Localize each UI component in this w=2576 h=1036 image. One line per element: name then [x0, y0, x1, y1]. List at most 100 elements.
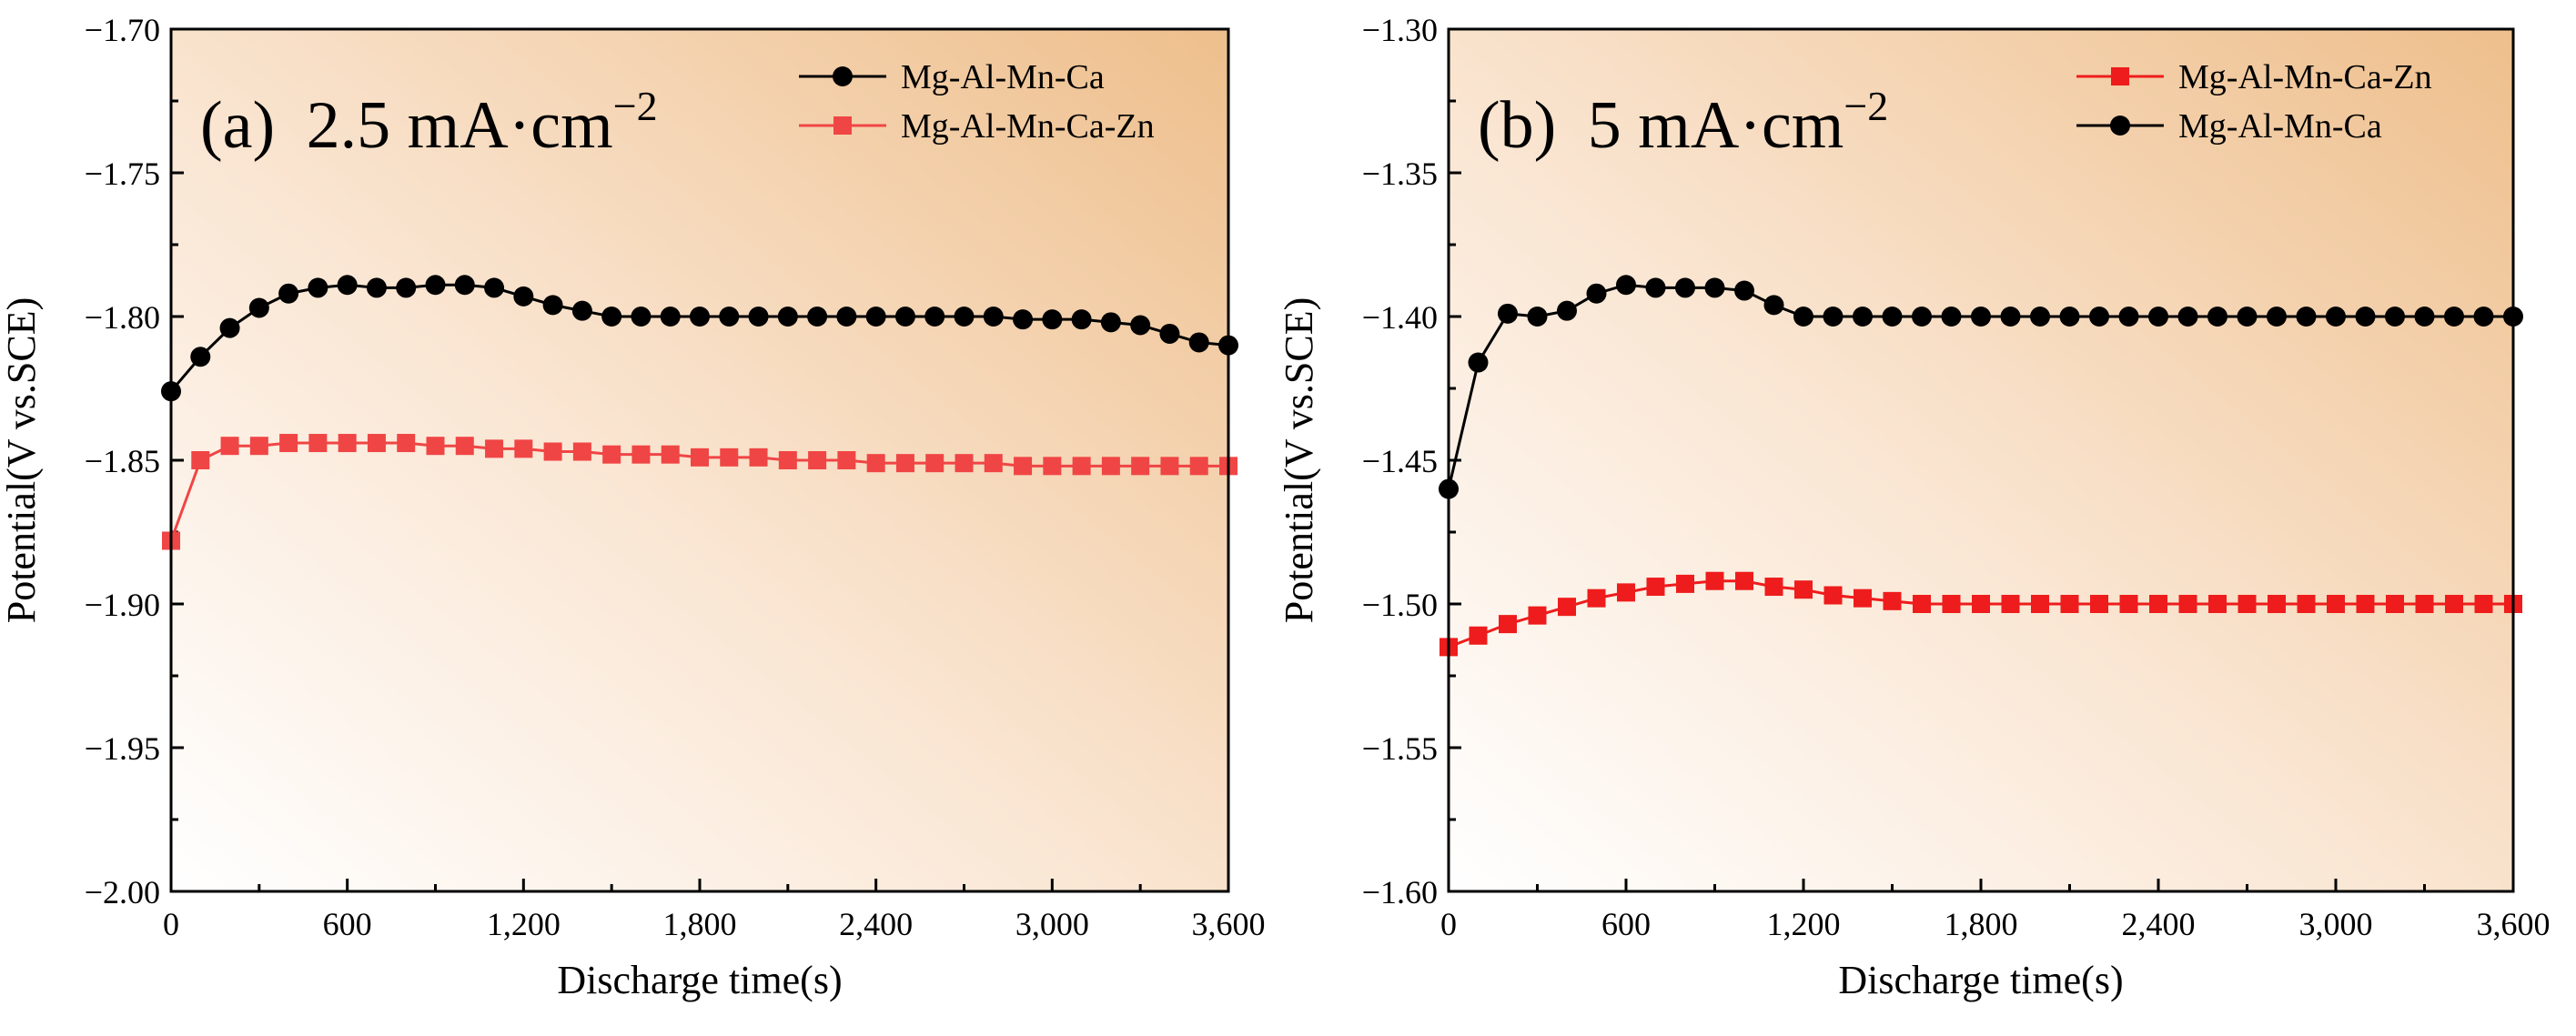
- data-point: [1130, 315, 1151, 336]
- panel-title: (a) 2.5 mA·cm−2: [200, 83, 658, 163]
- plot-frame: [169, 27, 1230, 893]
- data-point: [1645, 277, 1666, 298]
- data-point: [2090, 595, 2108, 613]
- data-point: [2296, 307, 2317, 327]
- series-mg-al-mn-ca-zn: [162, 434, 1237, 550]
- data-point: [1675, 277, 1695, 298]
- data-point: [571, 300, 592, 321]
- x-tick-label: 3,000: [2299, 906, 2373, 942]
- data-point: [2356, 595, 2375, 613]
- data-point: [1586, 283, 1607, 304]
- data-point: [1499, 615, 1517, 634]
- legend: Mg-Al-Mn-Ca-Zn Mg-Al-Mn-Ca: [2076, 58, 2432, 146]
- y-axis-title: Potential(V vs.SCE): [1277, 297, 1321, 624]
- data-point: [2178, 595, 2197, 613]
- y-tick-label: −1.30: [1362, 12, 1438, 48]
- data-point: [485, 439, 504, 458]
- data-point: [983, 307, 1004, 327]
- data-point: [691, 448, 709, 467]
- data-point: [1160, 457, 1179, 476]
- data-point: [1527, 307, 1548, 327]
- data-point: [454, 275, 475, 296]
- data-point: [367, 434, 386, 453]
- data-point: [719, 307, 740, 327]
- y-tick-label: −1.95: [85, 730, 160, 767]
- data-point: [1793, 307, 1813, 327]
- data-point: [631, 307, 652, 327]
- y-tick-label: −1.35: [1362, 156, 1438, 192]
- data-point: [484, 277, 505, 298]
- data-point: [1131, 457, 1150, 476]
- data-point: [955, 454, 974, 473]
- data-point: [1498, 303, 1518, 324]
- current-density-exponent: −2: [1844, 83, 1888, 129]
- legend: Mg-Al-Mn-Ca Mg-Al-Mn-Ca-Zn: [799, 58, 1155, 146]
- legend-label: Mg-Al-Mn-Ca-Zn: [2178, 58, 2432, 96]
- series-mg-al-mn-ca: [1439, 275, 2523, 499]
- data-point: [1042, 309, 1063, 330]
- data-point: [1188, 332, 1209, 353]
- data-point: [366, 277, 387, 298]
- data-point: [1854, 588, 1872, 608]
- data-point: [2148, 307, 2168, 327]
- data-point: [601, 307, 622, 327]
- x-tick-label: 0: [163, 906, 179, 942]
- x-tick-label: 1,200: [1767, 906, 1841, 942]
- y-tick-label: −1.90: [85, 587, 160, 623]
- data-point: [2238, 595, 2257, 613]
- x-tick-label: 3,600: [2477, 906, 2551, 942]
- data-point: [1587, 588, 1606, 608]
- data-point: [542, 295, 563, 316]
- y-tick-label: −1.55: [1362, 730, 1438, 767]
- data-point: [338, 434, 357, 453]
- data-point: [1101, 457, 1120, 476]
- data-point: [1763, 295, 1784, 316]
- data-point: [514, 439, 533, 458]
- data-point: [925, 454, 945, 473]
- data-point: [1071, 309, 1092, 330]
- data-point: [1189, 457, 1208, 476]
- data-point: [836, 307, 857, 327]
- series-mg-al-mn-ca: [161, 275, 1238, 402]
- data-point: [220, 437, 239, 456]
- legend-marker: [833, 66, 853, 86]
- y-tick-label: −1.85: [85, 443, 160, 479]
- data-point: [2267, 307, 2287, 327]
- data-point: [2000, 307, 2021, 327]
- data-point: [2119, 595, 2138, 613]
- x-tick-label: 2,400: [2122, 906, 2196, 942]
- x-axis-title: Discharge time(s): [1838, 958, 2123, 1002]
- panel-label: (b): [1478, 88, 1573, 163]
- data-point: [1942, 595, 1961, 613]
- data-point: [1528, 606, 1547, 625]
- data-point: [308, 277, 328, 298]
- data-point: [1013, 309, 1034, 330]
- data-point: [1617, 583, 1635, 602]
- data-point: [543, 442, 562, 461]
- data-point: [2268, 595, 2286, 613]
- data-point: [2297, 595, 2316, 613]
- data-point: [924, 307, 945, 327]
- data-point: [602, 445, 621, 464]
- data-point: [426, 437, 445, 456]
- data-point: [248, 297, 269, 318]
- data-point: [777, 307, 798, 327]
- legend-label: Mg-Al-Mn-Ca: [901, 58, 1105, 96]
- data-point: [2355, 307, 2376, 327]
- data-point: [396, 277, 417, 298]
- data-point: [2327, 595, 2345, 613]
- data-point: [2415, 595, 2434, 613]
- data-point: [2177, 307, 2198, 327]
- data-point: [191, 451, 210, 469]
- data-point: [2149, 595, 2167, 613]
- data-point: [513, 286, 534, 307]
- x-tick-label: 600: [1601, 906, 1651, 942]
- x-tick-label: 1,800: [663, 906, 737, 942]
- data-point: [2237, 307, 2258, 327]
- data-point: [895, 454, 914, 473]
- data-point: [1646, 578, 1665, 597]
- data-point: [720, 448, 739, 467]
- data-point: [397, 434, 416, 453]
- data-point: [455, 437, 474, 456]
